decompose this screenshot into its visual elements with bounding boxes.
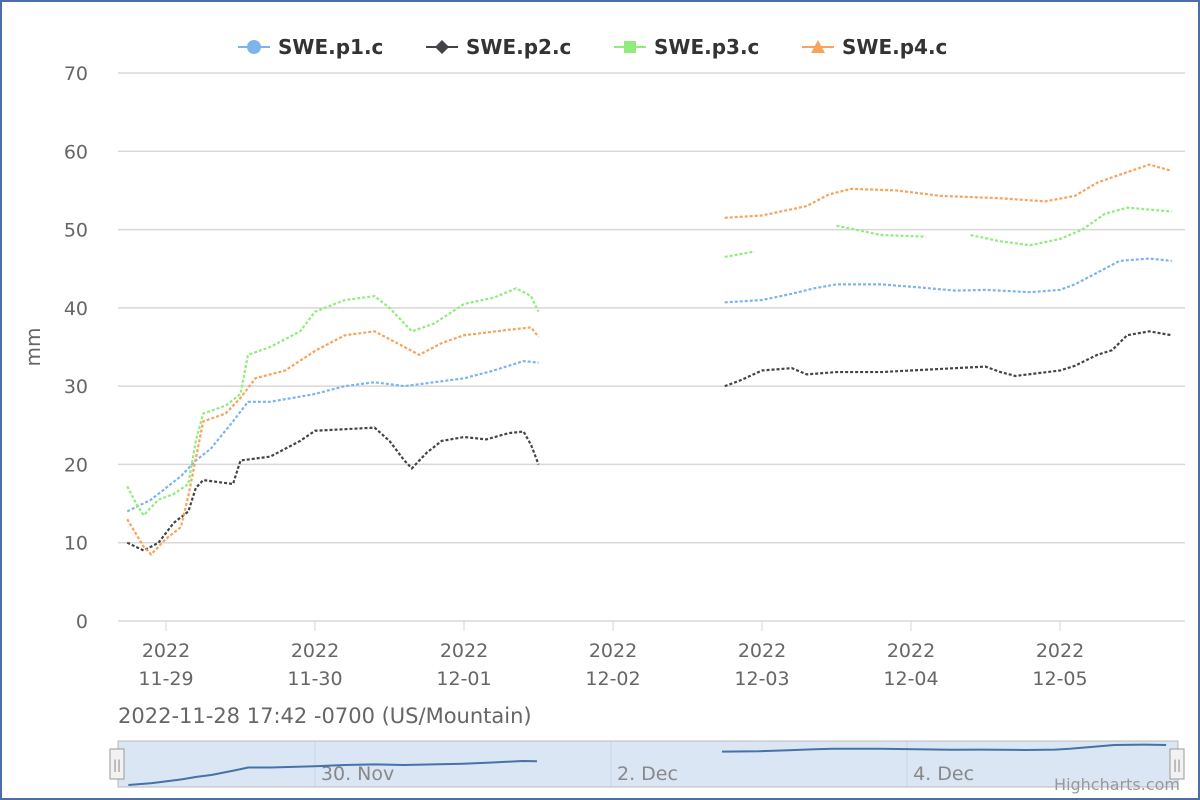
x-tick-label: 12-04 bbox=[883, 668, 938, 690]
y-tick-label: 70 bbox=[64, 63, 88, 85]
x-tick-label: 2022 bbox=[738, 640, 786, 662]
series-line[interactable] bbox=[724, 163, 1173, 219]
grid-lines bbox=[118, 72, 1185, 622]
circle-marker-icon bbox=[247, 40, 261, 54]
series-swe-p1-c[interactable] bbox=[126, 257, 1172, 513]
x-tick-label: 2022 bbox=[589, 640, 637, 662]
series-group bbox=[126, 163, 1173, 557]
legend-label: SWE.p4.c bbox=[842, 35, 947, 59]
legend-item[interactable]: SWE.p2.c bbox=[426, 35, 571, 59]
navigator-label: 2. Dec bbox=[617, 763, 678, 785]
x-tick-label: 11-30 bbox=[287, 668, 342, 690]
x-tick-label: 12-02 bbox=[585, 668, 640, 690]
handle-glyph: || bbox=[1173, 758, 1181, 772]
legend-item[interactable]: SWE.p1.c bbox=[238, 35, 383, 59]
handle-grip-icon[interactable] bbox=[109, 748, 125, 780]
series-swe-p4-c[interactable] bbox=[126, 163, 1173, 557]
navigator-series bbox=[722, 743, 1167, 753]
x-tick-label: 2022 bbox=[142, 640, 190, 662]
series-line[interactable] bbox=[724, 250, 755, 259]
navigator-label: 4. Dec bbox=[913, 763, 974, 785]
x-tick-label: 2022 bbox=[440, 640, 488, 662]
timezone-label: 2022-11-28 17:42 -0700 (US/Mountain) bbox=[118, 704, 532, 728]
x-tick-label: 2022 bbox=[291, 640, 339, 662]
handle-grip-icon[interactable] bbox=[1169, 748, 1185, 780]
y-tick-label: 50 bbox=[64, 220, 88, 242]
series-line[interactable] bbox=[836, 224, 926, 238]
navigator-series bbox=[128, 759, 537, 786]
credits-link[interactable]: Highcharts.com bbox=[1054, 775, 1180, 794]
handle-glyph: || bbox=[113, 758, 121, 772]
y-tick-label: 30 bbox=[64, 376, 88, 398]
navigator-handle-left[interactable]: || bbox=[109, 748, 125, 780]
x-tick-label: 11-29 bbox=[138, 668, 193, 690]
y-tick-label: 20 bbox=[64, 454, 88, 476]
navigator-handle-right[interactable]: || bbox=[1169, 748, 1185, 780]
triangle-marker-icon bbox=[811, 40, 825, 53]
x-tick-label: 2022 bbox=[887, 640, 935, 662]
navigator-label: 30. Nov bbox=[321, 763, 394, 785]
series-line[interactable] bbox=[126, 326, 540, 557]
legend-item[interactable]: SWE.p3.c bbox=[614, 35, 759, 59]
x-tick-label: 12-05 bbox=[1032, 668, 1087, 690]
navigator: 30. Nov 2. Dec 4. Dec || || bbox=[109, 740, 1185, 788]
series-line[interactable] bbox=[126, 359, 539, 513]
legend-label: SWE.p2.c bbox=[466, 35, 571, 59]
y-tick-label: 40 bbox=[64, 298, 88, 320]
series-swe-p3-c[interactable] bbox=[126, 206, 1172, 518]
series-line[interactable] bbox=[126, 426, 540, 552]
series-line[interactable] bbox=[970, 206, 1172, 247]
legend-item[interactable]: SWE.p4.c bbox=[802, 35, 947, 59]
series-line[interactable] bbox=[724, 330, 1172, 388]
x-tick-label: 12-01 bbox=[436, 668, 491, 690]
series-line[interactable] bbox=[126, 287, 540, 518]
y-axis: 0 10 20 30 40 50 60 70 bbox=[64, 63, 88, 633]
navigator-mask[interactable] bbox=[117, 740, 1179, 788]
x-tick-label: 2022 bbox=[1036, 640, 1084, 662]
y-tick-label: 0 bbox=[76, 611, 88, 633]
series-line[interactable] bbox=[724, 257, 1172, 304]
y-tick-label: 10 bbox=[64, 533, 88, 555]
x-tick-label: 12-03 bbox=[734, 668, 789, 690]
legend-label: SWE.p3.c bbox=[654, 35, 759, 59]
diamond-marker-icon bbox=[435, 40, 449, 54]
x-axis: 2022 11-29 2022 11-30 2022 12-01 2022 12-02 2022… bbox=[138, 621, 1088, 690]
square-marker-icon bbox=[624, 41, 636, 53]
series-swe-p2-c[interactable] bbox=[126, 330, 1172, 552]
legend-label: SWE.p1.c bbox=[278, 35, 383, 59]
y-axis-title: mm bbox=[21, 328, 45, 367]
legend: SWE.p1.c SWE.p2.c SWE.p3.c SWE.p4.c bbox=[238, 35, 947, 59]
y-tick-label: 60 bbox=[64, 141, 88, 163]
